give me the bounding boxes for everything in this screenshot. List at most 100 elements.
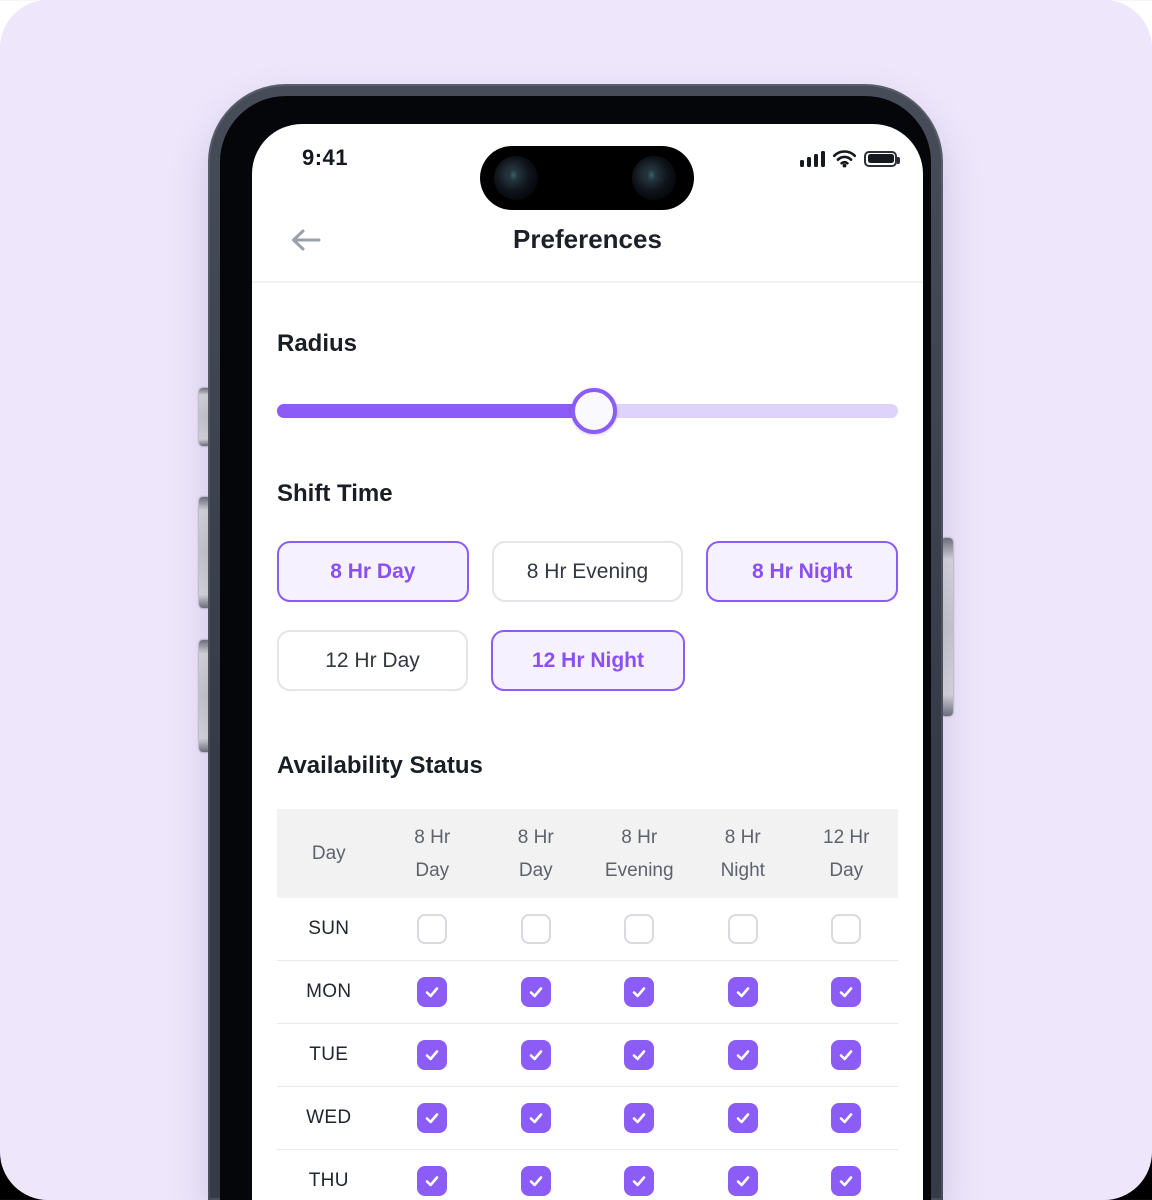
shift-time-chip[interactable]: 8 Hr Day xyxy=(277,541,469,602)
check-icon xyxy=(425,1113,439,1124)
shift-time-chip[interactable]: 8 Hr Night xyxy=(706,541,899,602)
availability-checkbox-checked[interactable] xyxy=(520,977,551,1007)
availability-column-header: 8 Hr Evening xyxy=(604,826,674,881)
availability-column-header: 12 Hr Day xyxy=(823,826,870,881)
check-icon xyxy=(529,987,543,998)
wifi-icon xyxy=(832,150,857,168)
availability-checkbox-checked[interactable] xyxy=(727,1040,758,1070)
cellular-signal-icon xyxy=(799,150,825,167)
availability-row: SUN xyxy=(277,898,898,961)
check-icon xyxy=(425,987,439,998)
availability-checkbox-checked[interactable] xyxy=(520,1103,551,1133)
availability-checkbox-checked[interactable] xyxy=(520,1166,551,1196)
shift-time-chips-row-2: 12 Hr Day 12 Hr Night xyxy=(277,630,898,691)
check-icon xyxy=(736,1113,750,1124)
day-label: TUE xyxy=(309,1044,349,1065)
checkbox-cell xyxy=(691,1166,795,1196)
availability-column-header: Day xyxy=(311,843,346,864)
status-icons xyxy=(799,149,900,168)
preferences-content: Radius Shift Time 8 Hr Day 8 Hr Evening 8 … xyxy=(252,283,923,1200)
check-icon xyxy=(839,987,853,998)
shift-time-label: Shift Time xyxy=(277,480,393,507)
availability-table-header: Day 8 Hr Day 8 Hr Day 8 Hr Evening 8 Hr Nigh… xyxy=(277,809,898,898)
availability-column-header: 8 Hr Day xyxy=(414,826,451,881)
check-icon xyxy=(529,1176,543,1187)
availability-checkbox-checked[interactable] xyxy=(417,1103,448,1133)
availability-checkbox-checked[interactable] xyxy=(624,977,655,1007)
checkbox-cell xyxy=(588,914,692,944)
availability-checkbox-checked[interactable] xyxy=(831,1166,862,1196)
checkbox-cell xyxy=(588,1103,692,1133)
radius-slider-fill xyxy=(277,404,594,418)
check-icon xyxy=(736,1050,750,1061)
availability-checkbox-checked[interactable] xyxy=(727,1166,758,1196)
checkbox-cell xyxy=(795,1040,899,1070)
checkbox-cell xyxy=(484,914,588,944)
availability-checkbox-checked[interactable] xyxy=(727,1103,758,1133)
check-icon xyxy=(839,1050,853,1061)
availability-row: THU xyxy=(277,1150,898,1200)
availability-checkbox-checked[interactable] xyxy=(727,977,758,1007)
availability-checkbox-unchecked[interactable] xyxy=(624,914,655,944)
availability-checkbox-checked[interactable] xyxy=(624,1103,655,1133)
availability-row: WED xyxy=(277,1087,898,1150)
checkbox-cell xyxy=(691,977,795,1007)
availability-label: Availability Status xyxy=(277,752,483,779)
back-arrow-icon xyxy=(292,229,321,251)
shift-time-chips-row-1: 8 Hr Day 8 Hr Evening 8 Hr Night xyxy=(277,541,899,602)
checkbox-cell xyxy=(691,1040,795,1070)
check-icon xyxy=(632,1050,646,1061)
day-label: SUN xyxy=(308,918,350,939)
availability-checkbox-checked[interactable] xyxy=(831,1103,862,1133)
phone-frame: 9:41 Preferences xyxy=(208,84,943,1200)
checkbox-cell xyxy=(588,1040,692,1070)
check-icon xyxy=(632,1176,646,1187)
availability-checkbox-checked[interactable] xyxy=(831,977,862,1007)
availability-row: MON xyxy=(277,961,898,1024)
power-button xyxy=(941,538,953,716)
battery-icon xyxy=(864,150,900,167)
availability-checkbox-checked[interactable] xyxy=(520,1040,551,1070)
check-icon xyxy=(736,987,750,998)
check-icon xyxy=(529,1050,543,1061)
check-icon xyxy=(529,1113,543,1124)
shift-time-chip[interactable]: 12 Hr Night xyxy=(491,630,685,691)
availability-checkbox-checked[interactable] xyxy=(831,1040,862,1070)
shift-time-chip[interactable]: 12 Hr Day xyxy=(277,630,468,691)
shift-time-chip[interactable]: 8 Hr Evening xyxy=(491,541,684,602)
day-label: WED xyxy=(306,1107,352,1128)
availability-checkbox-unchecked[interactable] xyxy=(727,914,758,944)
checkbox-cell xyxy=(484,977,588,1007)
checkbox-cell xyxy=(795,977,899,1007)
check-icon xyxy=(425,1176,439,1187)
check-icon xyxy=(425,1050,439,1061)
checkbox-cell xyxy=(795,1166,899,1196)
availability-checkbox-checked[interactable] xyxy=(417,977,448,1007)
page-title: Preferences xyxy=(513,224,662,254)
availability-checkbox-unchecked[interactable] xyxy=(417,914,448,944)
checkbox-cell xyxy=(484,1103,588,1133)
radius-slider-thumb[interactable] xyxy=(570,388,617,434)
availability-checkbox-checked[interactable] xyxy=(624,1166,655,1196)
checkbox-cell xyxy=(381,1103,485,1133)
availability-row: TUE xyxy=(277,1024,898,1087)
phone-screen: 9:41 Preferences xyxy=(252,124,923,1200)
checkbox-cell xyxy=(381,1166,485,1196)
checkbox-cell xyxy=(691,1103,795,1133)
check-icon xyxy=(736,1176,750,1187)
checkbox-cell xyxy=(381,1040,485,1070)
availability-checkbox-checked[interactable] xyxy=(417,1166,448,1196)
checkbox-cell xyxy=(795,1103,899,1133)
checkbox-cell xyxy=(484,1166,588,1196)
availability-column-header: 8 Hr Night xyxy=(720,826,765,881)
day-label: MON xyxy=(306,981,352,1002)
availability-table: Day 8 Hr Day 8 Hr Day 8 Hr Evening 8 Hr Nigh… xyxy=(277,809,898,1200)
back-button[interactable] xyxy=(284,222,328,258)
camera-lens-icon xyxy=(494,156,538,200)
availability-checkbox-unchecked[interactable] xyxy=(520,914,551,944)
availability-checkbox-checked[interactable] xyxy=(417,1040,448,1070)
checkbox-cell xyxy=(588,1166,692,1196)
availability-checkbox-checked[interactable] xyxy=(624,1040,655,1070)
check-icon xyxy=(839,1176,853,1187)
availability-checkbox-unchecked[interactable] xyxy=(831,914,862,944)
